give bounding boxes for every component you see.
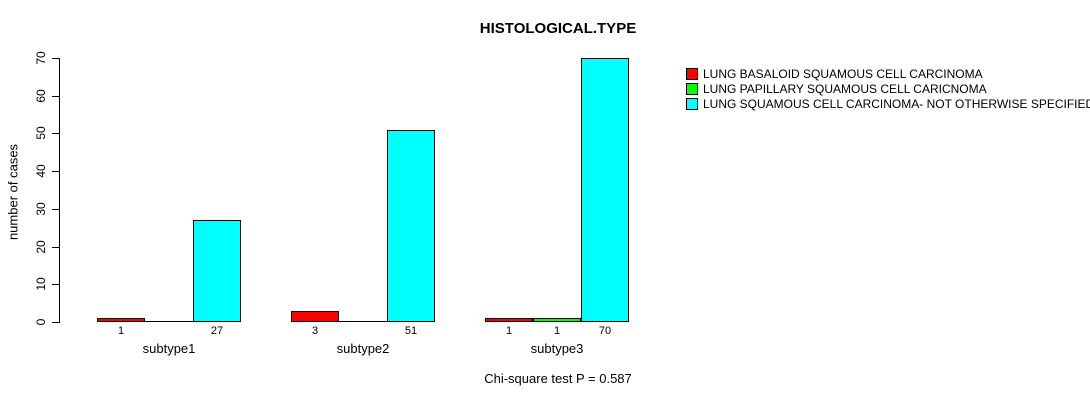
bar-subtype2-series1	[291, 311, 339, 322]
y-tick-label: 10	[34, 277, 48, 291]
y-tick-mark	[52, 96, 59, 97]
y-tick-label: 50	[34, 126, 48, 140]
category-label-subtype2: subtype2	[336, 341, 390, 356]
y-tick-mark	[52, 247, 59, 248]
zero-height-bar	[145, 321, 193, 322]
y-tick-mark	[52, 209, 59, 210]
category-label-subtype1: subtype1	[142, 341, 196, 356]
legend-label: LUNG SQUAMOUS CELL CARCINOMA- NOT OTHERW…	[703, 96, 1090, 111]
bar-value-label: 51	[404, 325, 418, 337]
category-label-subtype3: subtype3	[530, 341, 584, 356]
bar-subtype2-series3	[387, 130, 435, 322]
y-axis-line	[59, 58, 60, 323]
legend-swatch	[686, 97, 698, 110]
zero-height-bar	[339, 321, 387, 322]
chart-title: HISTOLOGICAL.TYPE	[479, 20, 637, 37]
y-tick-mark	[52, 322, 59, 323]
y-tick-label: 0	[34, 318, 48, 326]
y-tick-mark	[52, 171, 59, 172]
y-tick-label: 30	[34, 202, 48, 216]
legend: LUNG BASALOID SQUAMOUS CELL CARCINOMA LUN…	[686, 64, 1090, 114]
legend-item: LUNG PAPILLARY SQUAMOUS CELL CARICNOMA	[686, 81, 987, 96]
legend-label: LUNG BASALOID SQUAMOUS CELL CARCINOMA	[703, 66, 983, 81]
y-tick-mark	[52, 284, 59, 285]
bar-subtype1-series3	[193, 220, 241, 322]
bar-value-label: 70	[598, 325, 612, 337]
bar-value-label: 1	[505, 325, 513, 337]
legend-item: LUNG BASALOID SQUAMOUS CELL CARCINOMA	[686, 66, 983, 81]
bar-value-label: 1	[117, 325, 125, 337]
bar-subtype3-series3	[581, 58, 629, 322]
legend-item: LUNG SQUAMOUS CELL CARCINOMA- NOT OTHERW…	[686, 96, 1090, 111]
y-tick-label: 20	[34, 240, 48, 254]
bar-subtype3-series1	[485, 318, 533, 322]
y-tick-label: 70	[34, 51, 48, 65]
bar-subtype3-series2	[533, 318, 581, 322]
y-tick-mark	[52, 58, 59, 59]
bar-value-label: 27	[210, 325, 224, 337]
y-tick-label: 40	[34, 164, 48, 178]
legend-label: LUNG PAPILLARY SQUAMOUS CELL CARICNOMA	[703, 81, 987, 96]
bar-value-label: 3	[311, 325, 319, 337]
bar-subtype1-series1	[97, 318, 145, 322]
legend-swatch	[686, 67, 698, 80]
bar-value-label: 1	[553, 325, 561, 337]
y-axis-label: number of cases	[5, 143, 21, 241]
chi-square-annotation: Chi-square test P = 0.587	[484, 371, 632, 386]
y-tick-mark	[52, 133, 59, 134]
y-tick-label: 60	[34, 89, 48, 103]
legend-swatch	[686, 82, 698, 95]
